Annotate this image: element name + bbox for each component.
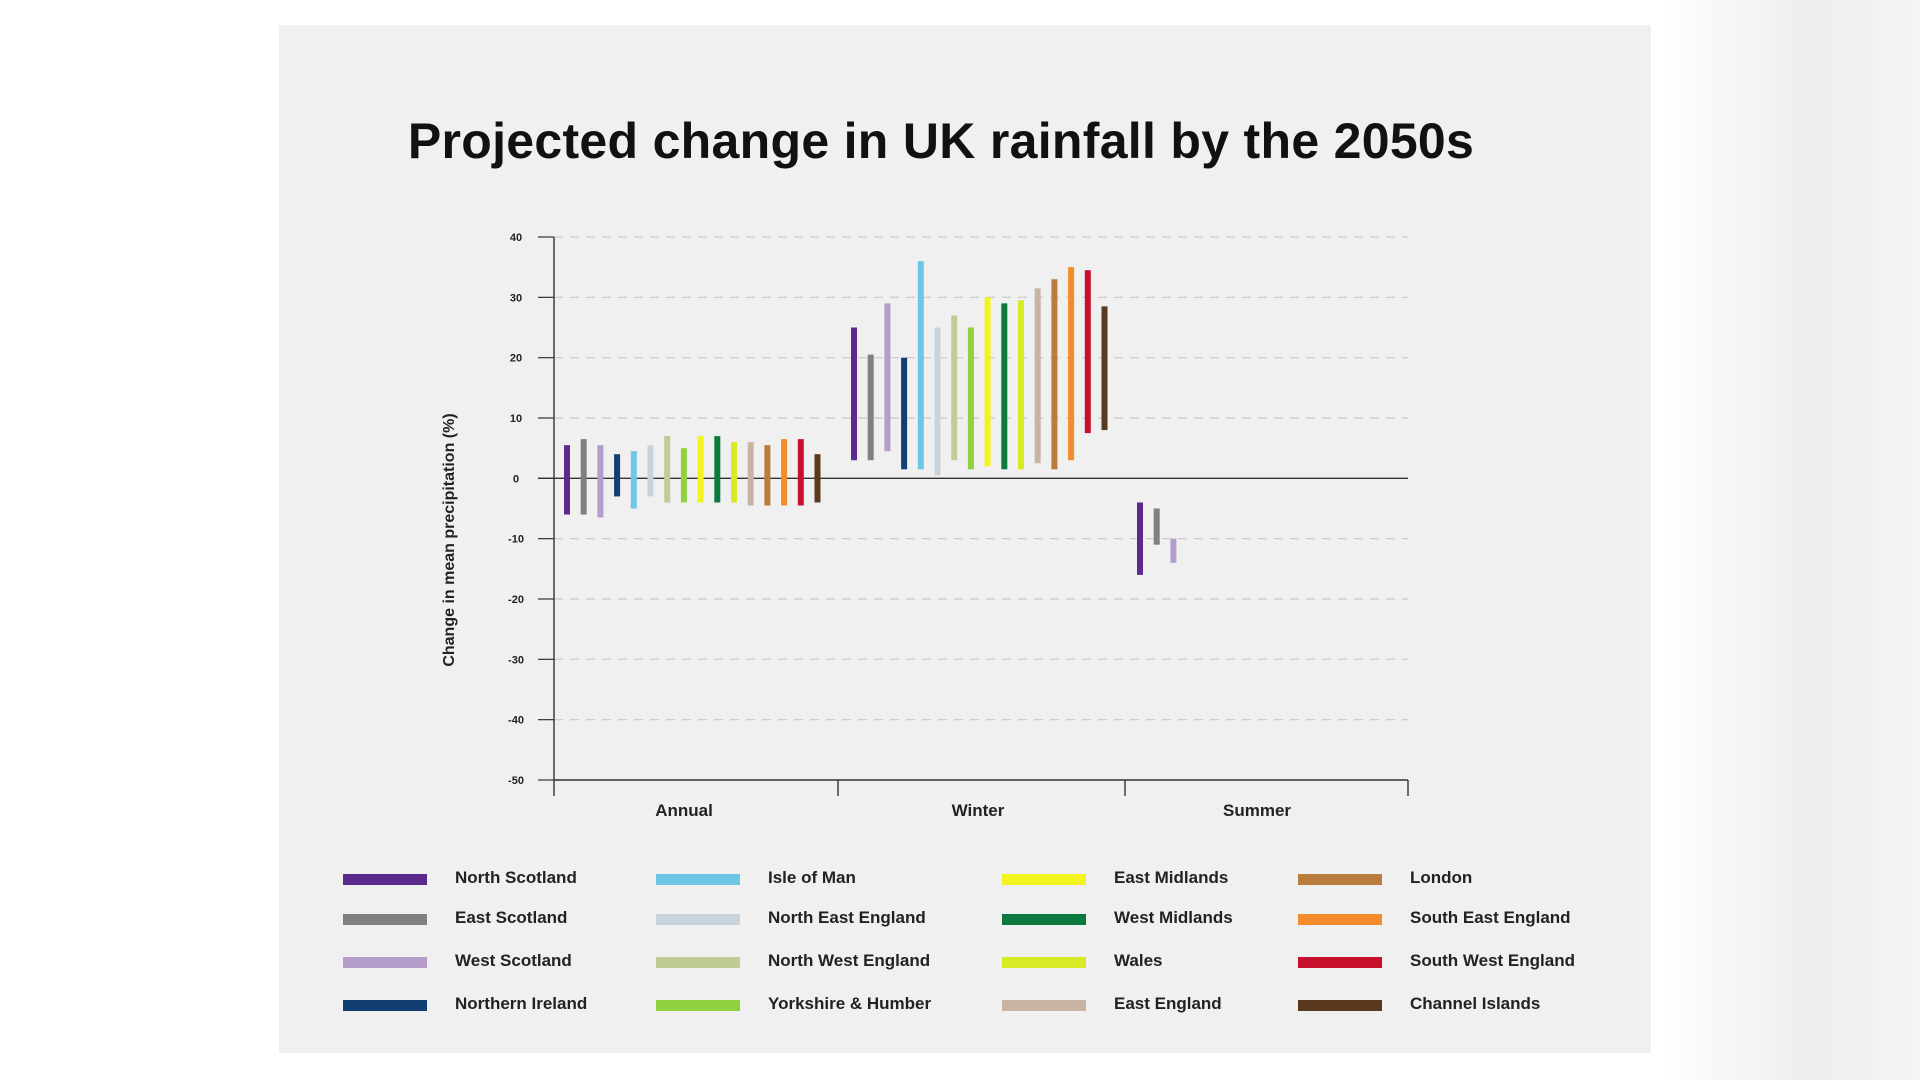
- y-tick-label: 30: [510, 292, 522, 304]
- legend-swatch: [1002, 1000, 1086, 1011]
- legend-label: North Scotland: [455, 868, 577, 887]
- range-bar: [951, 315, 958, 461]
- legend-swatch: [1298, 1000, 1382, 1011]
- range-bar: [1153, 508, 1160, 545]
- range-bar: [564, 445, 570, 515]
- legend-label: Channel Islands: [1410, 994, 1541, 1013]
- range-bar: [1018, 300, 1024, 470]
- range-bar: [1170, 538, 1177, 563]
- legend-swatch: [1298, 914, 1382, 925]
- slide-panel: [279, 25, 1651, 1053]
- legend-label: London: [1410, 868, 1473, 887]
- range-bar: [934, 327, 941, 476]
- range-bar: [814, 454, 821, 503]
- legend-label: Northern Ireland: [455, 994, 588, 1013]
- legend-label: East Scotland: [455, 908, 568, 927]
- legend-swatch: [343, 957, 427, 968]
- legend-swatch: [656, 1000, 740, 1011]
- range-bar: [851, 327, 857, 461]
- range-bar: [797, 439, 804, 506]
- range-bar: [747, 442, 754, 506]
- x-category-label: Annual: [655, 801, 713, 820]
- y-axis-title: Change in mean precipitation (%): [441, 413, 458, 666]
- range-bar: [664, 436, 671, 503]
- range-bar: [781, 439, 788, 506]
- range-bar: [630, 451, 637, 509]
- range-bar: [597, 445, 604, 518]
- axes: [538, 236, 1409, 796]
- legend-swatch: [656, 957, 740, 968]
- range-bar: [1034, 288, 1041, 464]
- legend-swatch: [343, 1000, 427, 1011]
- y-tick-label: 0: [513, 473, 519, 485]
- gridlines: [554, 236, 1408, 781]
- y-tick-label: 40: [510, 232, 522, 244]
- legend-swatch: [1298, 957, 1382, 968]
- range-bar: [614, 454, 621, 497]
- range-bar: [1084, 270, 1091, 434]
- legend-swatch: [343, 874, 427, 885]
- legend-swatch: [656, 914, 740, 925]
- legend-swatch: [656, 874, 740, 885]
- legend-swatch: [1002, 874, 1086, 885]
- range-bar: [867, 354, 874, 461]
- range-bar: [1051, 279, 1058, 470]
- range-bar: [1068, 267, 1075, 461]
- range-bar: [901, 357, 908, 470]
- legend-label: Yorkshire & Humber: [768, 994, 932, 1013]
- range-bar: [1101, 306, 1108, 431]
- legend-label: East Midlands: [1114, 868, 1229, 887]
- legend-label: Wales: [1114, 951, 1163, 970]
- range-bar: [764, 445, 771, 506]
- range-bar: [647, 445, 654, 497]
- axis-labels: 40 30 20 10 0 -10 -20 -30 -40 -50 Annual Winter Summ…: [441, 232, 1291, 820]
- legend: North Scotland East Scotland West Scotland…: [343, 868, 1643, 1040]
- range-bar: [731, 442, 737, 503]
- x-category-label: Summer: [1223, 801, 1291, 820]
- y-tick-label: -20: [508, 594, 524, 606]
- legend-label: Isle of Man: [768, 868, 856, 887]
- legend-label: West Midlands: [1114, 908, 1233, 927]
- range-bar: [967, 327, 974, 470]
- chart-title: Projected change in UK rainfall by the 2…: [407, 113, 1475, 169]
- legend-label: East England: [1114, 994, 1222, 1013]
- range-bar: [1001, 303, 1008, 470]
- y-tick-label: -30: [508, 654, 524, 666]
- legend-swatch: [1298, 874, 1382, 885]
- range-bar: [984, 297, 991, 467]
- y-tick-label: 20: [510, 353, 522, 365]
- bars: [564, 261, 1177, 575]
- y-tick-label: -40: [508, 715, 524, 727]
- legend-swatch: [1002, 957, 1086, 968]
- range-bar: [680, 448, 687, 503]
- range-bar: [714, 436, 721, 503]
- legend-label: South West England: [1410, 951, 1575, 970]
- legend-label: South East England: [1410, 908, 1571, 927]
- range-bar: [697, 436, 704, 503]
- x-category-label: Winter: [952, 801, 1005, 820]
- background-shade: [1660, 0, 1920, 1080]
- y-tick-label: -10: [508, 534, 524, 546]
- legend-swatch: [343, 914, 427, 925]
- y-tick-label: -50: [508, 775, 524, 787]
- range-bar: [580, 439, 587, 515]
- legend-swatch: [1002, 914, 1086, 925]
- range-bar: [917, 261, 924, 470]
- legend-label: North East England: [768, 908, 926, 927]
- range-bar: [1137, 502, 1143, 575]
- range-bar: [884, 303, 891, 452]
- legend-label: North West England: [768, 951, 931, 970]
- y-tick-label: 10: [510, 413, 522, 425]
- legend-label: West Scotland: [455, 951, 572, 970]
